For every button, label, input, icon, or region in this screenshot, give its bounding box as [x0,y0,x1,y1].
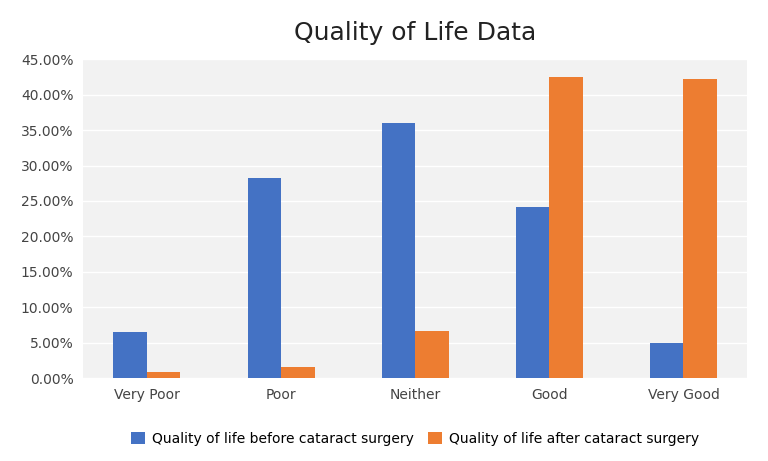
Bar [516,207,549,378]
Title: Quality of Life Data: Quality of Life Data [294,21,536,45]
Bar [114,332,147,378]
Bar [382,123,415,378]
Bar [147,372,180,378]
Bar [415,331,449,378]
Bar [549,77,583,378]
Bar [247,177,281,378]
Bar [281,366,315,378]
Bar [684,79,717,378]
Legend: Quality of life before cataract surgery, Quality of life after cataract surgery: Quality of life before cataract surgery,… [126,426,704,451]
Bar [650,343,684,378]
